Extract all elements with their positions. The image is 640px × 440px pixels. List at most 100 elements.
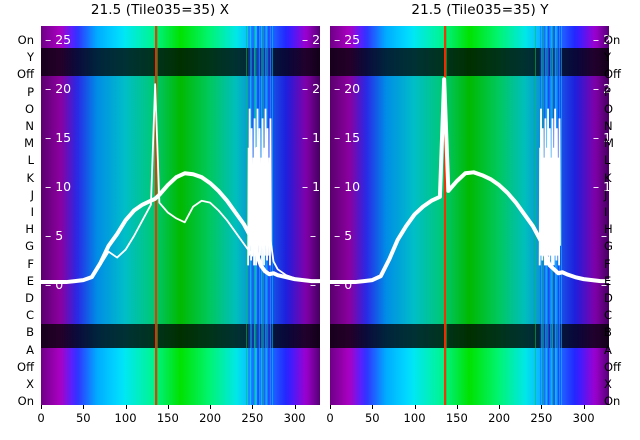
category-label-n-5: N xyxy=(25,119,34,133)
series-trace-thin xyxy=(41,83,320,283)
heat-hairline xyxy=(156,26,158,405)
category-label-n-5: N xyxy=(604,119,613,133)
heat-band-bottom-bright-band xyxy=(41,348,320,405)
category-label-off-19: Off xyxy=(604,359,621,374)
category-label-h-11: H xyxy=(25,222,34,237)
category-label-j-9: J xyxy=(30,187,34,202)
xtick-label-50: 50 xyxy=(364,411,380,425)
category-label-h-11: H xyxy=(604,222,613,237)
trace-svg xyxy=(330,77,609,285)
category-label-l-7: L xyxy=(604,153,611,168)
xtick-mark-100 xyxy=(125,405,127,409)
heat-spike-streak xyxy=(271,26,273,405)
category-label-on-21: On xyxy=(604,394,621,409)
category-label-k-8: K xyxy=(604,170,612,185)
heat-band-main-body xyxy=(41,76,320,324)
heat-band-lower-dark-band xyxy=(330,324,609,348)
category-label-p-3: P xyxy=(27,84,34,99)
xtick-label-0: 0 xyxy=(37,411,45,425)
category-label-y-1: Y xyxy=(604,50,612,65)
category-label-a-18: A xyxy=(26,342,34,357)
xtick-mark-150 xyxy=(456,405,458,409)
xtick-label-300: 300 xyxy=(283,411,306,425)
category-label-d-15: D xyxy=(25,291,34,305)
xtick-mark-300 xyxy=(583,405,585,409)
category-label-x-20: X xyxy=(604,377,612,391)
category-label-p-3: P xyxy=(604,84,611,99)
xtick-label-100: 100 xyxy=(403,411,426,425)
heat-spike-streak xyxy=(560,26,562,405)
category-label-on-0: On xyxy=(604,33,621,47)
trace-overlay-y xyxy=(330,26,609,405)
series-spike-cluster xyxy=(538,108,561,266)
category-label-j-9: J xyxy=(604,187,608,202)
xtick-label-150: 150 xyxy=(156,411,179,425)
xtick-label-200: 200 xyxy=(488,411,511,425)
category-label-x-20: X xyxy=(26,377,34,391)
x-axis-x: 0 50 100 150 200 250 300 xyxy=(37,405,320,440)
heat-hairline xyxy=(246,26,248,405)
category-label-b-17: B xyxy=(604,325,612,340)
heat-hairline xyxy=(445,26,447,405)
category-label-m-6: M xyxy=(24,136,34,151)
category-label-a-18: A xyxy=(604,342,612,357)
xtick-label-0: 0 xyxy=(326,411,334,425)
category-label-c-16: C xyxy=(604,308,613,323)
heat-band-bottom-bright-band xyxy=(330,348,609,405)
category-label-m-6: M xyxy=(604,136,614,151)
category-label-f-13: F xyxy=(27,256,34,271)
red-marker xyxy=(444,26,446,405)
series-trace-thick xyxy=(41,171,320,285)
xtick-mark-200 xyxy=(210,405,212,409)
xtick-mark-250 xyxy=(541,405,543,409)
category-label-o-4: O xyxy=(604,101,614,116)
xtick-mark-50 xyxy=(83,405,85,409)
heat-band-main-body xyxy=(330,76,609,324)
xtick-label-50: 50 xyxy=(75,411,91,425)
heat-band-lower-dark-band xyxy=(41,324,320,348)
category-label-e-14: E xyxy=(604,273,612,288)
category-label-g-12: G xyxy=(604,239,613,254)
category-label-e-14: E xyxy=(26,273,34,288)
category-label-g-12: G xyxy=(25,239,34,254)
plot-area-x[interactable]: – 25– 25– 20– 20– 15– 15– 10– 10– 5– 5– … xyxy=(41,26,320,405)
heat-hairline xyxy=(535,26,537,405)
category-label-f-13: F xyxy=(604,256,611,271)
xtick-label-100: 100 xyxy=(114,411,137,425)
xtick-label-150: 150 xyxy=(445,411,468,425)
xtick-label-300: 300 xyxy=(572,411,595,425)
category-label-y-1: Y xyxy=(26,50,34,65)
panel-title-y: 21.5 (Tile035=35) Y xyxy=(411,2,549,18)
category-label-d-15: D xyxy=(604,291,613,305)
trace-svg xyxy=(41,83,320,285)
xtick-mark-0 xyxy=(41,405,42,409)
heat-band-upper-dark-band xyxy=(330,48,609,76)
red-marker xyxy=(155,26,157,405)
category-label-off-2: Off xyxy=(604,67,621,82)
plot-area-y[interactable]: – 25– 25– 20– 20– 15– 15– 10– 10– 5– 5– … xyxy=(330,26,609,405)
xtick-mark-50 xyxy=(372,405,374,409)
category-label-i-10: I xyxy=(30,205,34,219)
category-label-off-2: Off xyxy=(17,67,34,82)
xtick-label-250: 250 xyxy=(530,411,553,425)
xtick-label-200: 200 xyxy=(199,411,222,425)
category-label-on-0: On xyxy=(17,33,34,47)
category-label-i-10: I xyxy=(604,205,608,219)
xtick-mark-250 xyxy=(252,405,254,409)
category-label-on-21: On xyxy=(17,394,34,409)
heat-band-upper-dark-band xyxy=(41,48,320,76)
heat-band-top-bright-band xyxy=(330,26,609,48)
xtick-mark-100 xyxy=(414,405,416,409)
category-label-b-17: B xyxy=(26,325,34,340)
panel-title-x: 21.5 (Tile035=35) X xyxy=(90,2,230,18)
category-label-off-19: Off xyxy=(17,359,34,374)
category-label-l-7: L xyxy=(27,153,34,168)
category-axis-right: On Y Off P O N M L K J I H G F E D C B A Off X On xyxy=(600,26,640,409)
xtick-mark-300 xyxy=(294,405,296,409)
category-label-o-4: O xyxy=(24,101,34,116)
series-trace-thick xyxy=(330,77,609,285)
xtick-mark-0 xyxy=(330,405,331,409)
xtick-mark-150 xyxy=(167,405,169,409)
